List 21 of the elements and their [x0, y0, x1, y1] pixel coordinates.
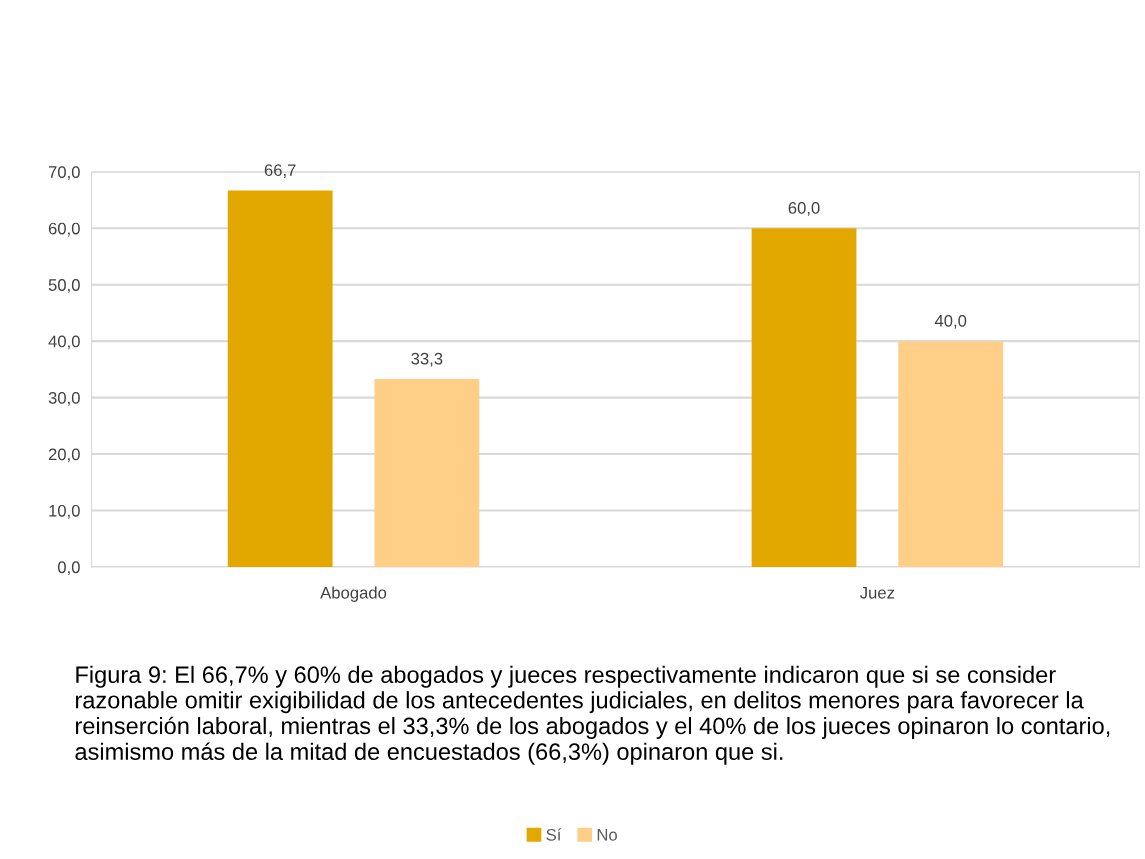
data-label: 40,0 — [934, 314, 967, 329]
y-tick-label: 0,0 — [57, 561, 80, 576]
text: Figura 9: El 66,7% y 60% de abogados y jueces respectivamente indicaron que si se consider razonable omitir exigibilidad de los antecedentes judiciales, en delitos menores para favorecer la reinserción laboral, mientras el 33,3% de los abogados y el 40% de los jueces opinaron lo contario, asimismo más de la mitad de encuestados (66,3%) opinaron que si. — [75, 665, 1110, 765]
bar — [751, 228, 857, 567]
bar — [227, 190, 333, 567]
y-tick-label: 30,0 — [48, 392, 80, 406]
x-tick-label: Juez — [860, 587, 895, 599]
y-tick-label: 20,0 — [48, 448, 80, 463]
y-tick-label: 50,0 — [48, 279, 80, 293]
data-label: 66,7 — [264, 164, 296, 178]
y-tick-label: 10,0 — [49, 504, 80, 519]
legend-label: No — [597, 829, 617, 841]
y-tick-label: 60,0 — [48, 222, 80, 237]
bar — [898, 341, 1004, 567]
x-tick-label: Abogado — [320, 586, 387, 602]
data-label: 33,3 — [411, 352, 443, 367]
y-tick-label: 40,0 — [48, 335, 80, 350]
y-tick-label: 70,0 — [48, 166, 80, 180]
legend-label: Sí — [546, 828, 562, 841]
bar — [374, 378, 480, 567]
data-label: 60,0 — [788, 202, 820, 216]
